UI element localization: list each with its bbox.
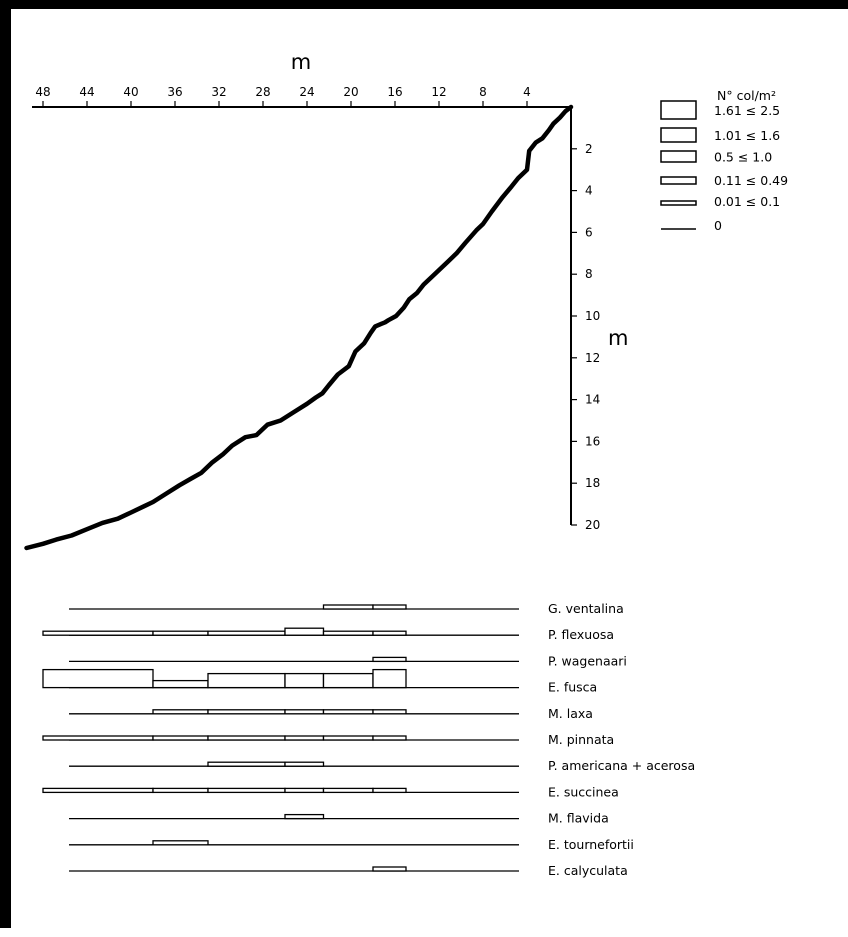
density-bar bbox=[207, 709, 286, 715]
legend-label: 0.11 ≤ 0.49 bbox=[714, 173, 788, 188]
density-bar bbox=[207, 735, 286, 741]
density-bar bbox=[322, 672, 374, 689]
density-bar bbox=[372, 604, 407, 610]
legend-label: 1.01 ≤ 1.6 bbox=[714, 128, 780, 143]
y-tick-label: 4 bbox=[585, 184, 593, 198]
y-tick-label: 12 bbox=[585, 351, 600, 365]
species-label: E. calyculata bbox=[548, 863, 628, 878]
density-bar bbox=[372, 709, 407, 715]
density-bar bbox=[372, 630, 407, 636]
density-bar bbox=[322, 709, 374, 715]
x-tick-label: 36 bbox=[167, 85, 182, 99]
legend-title: N° col/m² bbox=[717, 88, 776, 103]
x-tick-label: 4 bbox=[523, 85, 531, 99]
legend-label: 0 bbox=[714, 218, 722, 233]
y-tick-label: 14 bbox=[585, 393, 600, 407]
density-bar bbox=[207, 787, 286, 794]
legend: N° col/m² 1.61 ≤ 2.5 1.01 ≤ 1.6 0.5 ≤ 1.0 0… bbox=[660, 88, 788, 233]
density-bar bbox=[207, 672, 286, 689]
x-tick-label: 32 bbox=[211, 85, 226, 99]
x-tick-label: 28 bbox=[255, 85, 270, 99]
y-tick-label: 20 bbox=[585, 518, 600, 532]
density-bar bbox=[152, 679, 209, 689]
density-bar bbox=[42, 630, 154, 636]
species-label: M. pinnata bbox=[548, 732, 614, 747]
species-label: M. flavida bbox=[548, 811, 609, 826]
density-bar bbox=[42, 787, 154, 794]
legend-swatch bbox=[660, 200, 697, 206]
x-tick-label: 40 bbox=[123, 85, 138, 99]
species-label: G. ventalina bbox=[548, 601, 624, 616]
legend-swatch bbox=[660, 176, 697, 185]
legend-swatch bbox=[660, 100, 697, 120]
x-axis-label: m bbox=[291, 50, 311, 74]
y-tick-label: 6 bbox=[585, 225, 593, 239]
x-tick-label: 20 bbox=[343, 85, 358, 99]
density-bar bbox=[322, 604, 374, 610]
density-bar bbox=[372, 668, 407, 689]
species-density-chart: G. ventalina P. flexuosa P. wagenaari E. fu… bbox=[42, 601, 695, 878]
legend-label: 0.01 ≤ 0.1 bbox=[714, 194, 780, 209]
density-bar bbox=[284, 813, 325, 820]
density-bar bbox=[152, 709, 209, 715]
density-bar bbox=[284, 627, 325, 636]
x-tick-label: 8 bbox=[479, 85, 487, 99]
density-bar bbox=[322, 787, 374, 794]
density-bar bbox=[207, 761, 286, 767]
density-bar bbox=[284, 787, 325, 794]
y-tick-label: 16 bbox=[585, 434, 600, 448]
x-tick-label: 12 bbox=[431, 85, 446, 99]
species-label: M. laxa bbox=[548, 706, 593, 721]
density-bar bbox=[322, 735, 374, 741]
species-label: P. flexuosa bbox=[548, 627, 614, 642]
density-bar bbox=[284, 735, 325, 741]
x-tick-label: 44 bbox=[79, 85, 94, 99]
density-bar bbox=[42, 735, 154, 741]
density-bar bbox=[152, 787, 209, 794]
density-bar bbox=[372, 866, 407, 872]
species-label: P. wagenaari bbox=[548, 653, 627, 668]
density-bar bbox=[284, 761, 325, 767]
species-label: E. fusca bbox=[548, 680, 597, 695]
y-tick-label: 2 bbox=[585, 142, 593, 156]
legend-swatch bbox=[660, 150, 697, 163]
depth-profile-line bbox=[24, 104, 574, 551]
legend-label: 1.61 ≤ 2.5 bbox=[714, 103, 780, 118]
density-bar bbox=[284, 672, 325, 689]
density-bar bbox=[152, 840, 209, 846]
chart-canvas: 48 44 40 36 32 28 24 20 16 12 8 4m2468101214161820m… bbox=[24, 50, 788, 878]
density-bar bbox=[372, 735, 407, 741]
y-tick-label: 10 bbox=[585, 309, 600, 323]
density-bar bbox=[42, 668, 154, 689]
density-bar bbox=[372, 787, 407, 794]
species-label: E. tournefortii bbox=[548, 837, 634, 852]
y-tick-label: 8 bbox=[585, 267, 593, 281]
legend-label: 0.5 ≤ 1.0 bbox=[714, 150, 772, 165]
density-bar bbox=[152, 735, 209, 741]
x-tick-label: 24 bbox=[299, 85, 314, 99]
density-bar bbox=[207, 630, 286, 636]
y-axis-label: m bbox=[608, 326, 628, 350]
y-tick-label: 18 bbox=[585, 476, 600, 490]
density-bar bbox=[322, 630, 374, 636]
species-label: P. americana + acerosa bbox=[548, 758, 695, 773]
x-tick-label: 48 bbox=[35, 85, 50, 99]
legend-swatch bbox=[660, 127, 697, 143]
density-bar bbox=[284, 709, 325, 715]
density-bar bbox=[152, 630, 209, 636]
species-label: E. succinea bbox=[548, 784, 619, 799]
x-tick-label: 16 bbox=[387, 85, 402, 99]
density-bar bbox=[372, 656, 407, 663]
